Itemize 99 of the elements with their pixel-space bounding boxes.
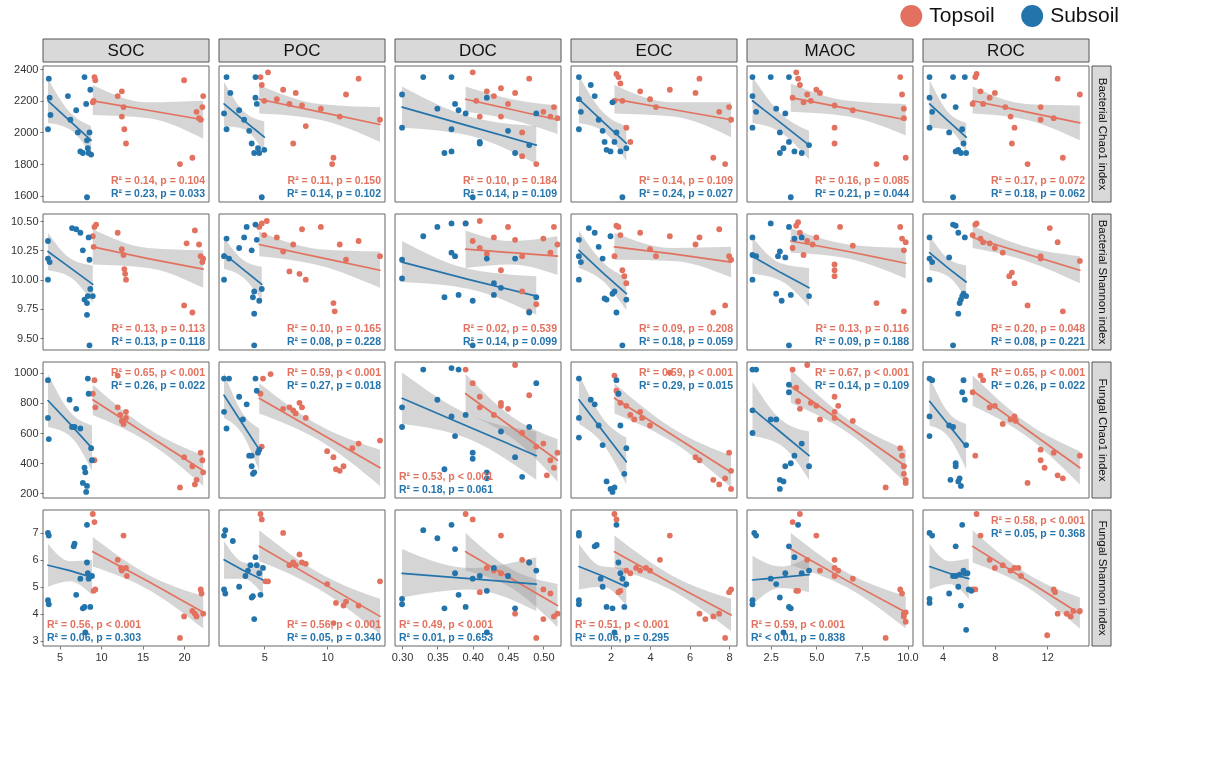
annotation: R² < 0.01, p = 0.838: [751, 631, 846, 643]
annotation: R² = 0.09, p = 0.188: [815, 335, 910, 347]
annotation: R² = 0.05, p = 0.368: [991, 527, 1086, 539]
annotation: R² = 0.59, p < 0.001: [639, 366, 734, 378]
annotation: R² = 0.20, p = 0.048: [991, 322, 1086, 334]
y-tick-label: 5: [32, 580, 39, 593]
y-tick-label: 400: [20, 456, 39, 469]
annotation: R² = 0.18, p = 0.059: [639, 335, 734, 347]
annotation: R² = 0.14, p = 0.104: [111, 174, 206, 186]
annotation: R² = 0.51, p < 0.001: [575, 618, 670, 630]
annotation: R² = 0.13, p = 0.118: [111, 335, 206, 347]
chart-title: ROC: [987, 41, 1025, 60]
annotation: R² = 0.23, p = 0.033: [111, 187, 206, 199]
y-tick-label: 3: [32, 634, 39, 647]
annotation: R² = 0.56, p < 0.001: [47, 618, 142, 630]
y-tick-label: 9.50: [17, 331, 39, 344]
annotation: R² = 0.67, p < 0.001: [815, 366, 910, 378]
x-tick-label: 2.5: [763, 650, 779, 663]
annotation: R² = 0.08, p = 0.228: [287, 335, 382, 347]
y-tick-label: 800: [20, 396, 39, 409]
y-axis-title: Bacterial Shannon index: [1096, 219, 1109, 345]
x-tick-label: 8: [992, 650, 999, 663]
legend-label: Topsoil: [929, 3, 995, 26]
annotation: R² = 0.56, p < 0.001: [287, 618, 382, 630]
annotation: R² = 0.11, p = 0.150: [287, 174, 382, 186]
annotation: R² = 0.21, p = 0.044: [815, 187, 910, 199]
annotation: R² = 0.13, p = 0.113: [111, 322, 206, 334]
annotation: R² = 0.14, p = 0.109: [639, 174, 734, 186]
x-tick-label: 0.45: [497, 650, 520, 663]
annotation: R² = 0.26, p = 0.022: [991, 379, 1086, 391]
legend-label: Subsoil: [1050, 3, 1120, 26]
annotation: R² = 0.09, p = 0.208: [639, 322, 734, 334]
annotation: R² = 0.24, p = 0.027: [639, 187, 734, 199]
y-axis-title: Fungal Shannon index: [1096, 520, 1109, 636]
x-tick-label: 20: [178, 650, 191, 663]
x-tick-label: 4: [940, 650, 947, 663]
x-tick-label: 10: [95, 650, 108, 663]
annotation: R² = 0.59, p < 0.001: [751, 618, 846, 630]
annotation: R² = 0.08, p = 0.221: [991, 335, 1086, 347]
y-tick-label: 2400: [14, 62, 39, 75]
annotation: R² = 0.13, p = 0.116: [815, 322, 910, 334]
y-tick-label: 10.25: [10, 243, 39, 256]
y-tick-label: 9.75: [17, 302, 39, 315]
annotation: R² = 0.16, p = 0.085: [815, 174, 910, 186]
annotation: R² = 0.58, p < 0.001: [991, 514, 1086, 526]
annotation: R² = 0.06, p = 0.303: [47, 631, 142, 643]
x-tick-label: 5.0: [809, 650, 825, 663]
annotation: R² = 0.14, p = 0.109: [463, 187, 558, 199]
chart-title: EOC: [635, 41, 673, 60]
x-tick-label: 5: [57, 650, 64, 663]
y-axis-title: Fungal Chao1 index: [1096, 378, 1109, 482]
y-tick-label: 2000: [14, 125, 39, 138]
y-tick-label: 200: [20, 486, 39, 499]
y-tick-label: 4: [32, 607, 39, 620]
chart-title: POC: [283, 41, 321, 60]
y-tick-label: 10.00: [10, 273, 39, 286]
annotation: R² = 0.14, p = 0.109: [815, 379, 910, 391]
annotation: R² = 0.27, p = 0.018: [287, 379, 382, 391]
y-tick-label: 1000: [14, 366, 39, 379]
y-tick-label: 10.50: [10, 214, 39, 227]
y-axis-title: Bacterial Chao1 index: [1096, 77, 1109, 191]
y-tick-label: 7: [32, 526, 39, 539]
x-tick-label: 0.40: [462, 650, 484, 663]
x-tick-label: 6: [687, 650, 694, 663]
annotation: R² = 0.26, p = 0.022: [111, 379, 206, 391]
annotation: R² = 0.49, p < 0.001: [399, 618, 494, 630]
y-tick-label: 6: [32, 553, 39, 566]
y-tick-label: 1600: [14, 189, 39, 202]
x-tick-label: 2: [607, 650, 615, 663]
annotation: R² = 0.65, p < 0.001: [991, 366, 1086, 378]
annotation: R² = 0.14, p = 0.099: [463, 335, 558, 347]
annotation: R² = 0.59, p < 0.001: [287, 366, 382, 378]
x-tick-label: 0.30: [391, 650, 414, 663]
chart-title: DOC: [459, 41, 497, 60]
x-tick-label: 0.35: [427, 650, 449, 663]
x-tick-label: 0.50: [533, 650, 555, 663]
x-tick-label: 15: [136, 650, 150, 663]
x-tick-label: 7.5: [854, 650, 871, 663]
chart-title: SOC: [107, 41, 145, 60]
x-tick-label: 8: [726, 650, 733, 663]
x-tick-label: 10.0: [897, 650, 919, 663]
x-tick-label: 12: [1041, 650, 1054, 663]
annotation: R² = 0.02, p = 0.539: [463, 322, 558, 334]
annotation: R² = 0.29, p = 0.015: [639, 379, 734, 391]
x-tick-label: 5: [261, 650, 268, 663]
annotation: R² = 0.05, p = 0.340: [287, 631, 382, 643]
y-tick-label: 600: [20, 426, 39, 439]
x-tick-label: 4: [647, 650, 654, 663]
x-tick-label: 10: [321, 650, 334, 663]
annotation: R² = 0.18, p = 0.062: [991, 187, 1086, 199]
annotation: R² = 0.18, p = 0.061: [399, 483, 494, 495]
annotation: R² = 0.14, p = 0.102: [287, 187, 382, 199]
annotation: R² = 0.10, p = 0.165: [287, 322, 382, 334]
annotation: R² = 0.10, p = 0.184: [463, 174, 558, 186]
chart-title: MAOC: [804, 41, 856, 60]
y-tick-label: 2200: [14, 94, 39, 107]
y-tick-label: 1800: [14, 157, 39, 170]
annotation: R² = 0.17, p = 0.072: [991, 174, 1086, 186]
annotation: R² = 0.01, p = 0.653: [399, 631, 494, 643]
